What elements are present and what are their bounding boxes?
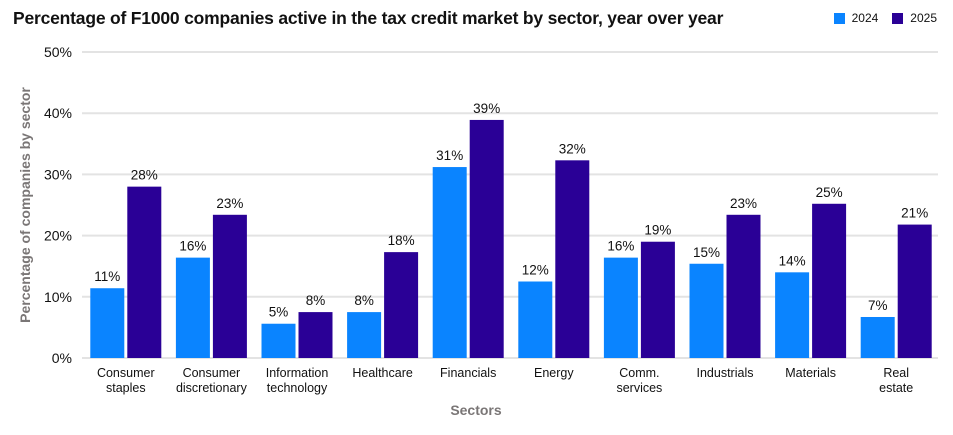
data-label-2025: 28%: [131, 168, 158, 183]
y-axis-ticks: 0% 10% 20% 30% 40% 50%: [44, 44, 72, 366]
data-label-2024: 31%: [436, 148, 463, 163]
legend-item-2025: 2025: [892, 11, 937, 25]
y-tick-label: 50%: [44, 44, 72, 60]
legend-item-2024: 2024: [833, 11, 879, 25]
x-category-label: Industrials: [697, 366, 754, 380]
bar-2024: [775, 272, 810, 358]
x-category-label-line: Information: [266, 366, 329, 380]
x-category-label: Consumer discretionary: [176, 366, 248, 395]
x-category-label-line: technology: [267, 381, 328, 395]
x-category-label-line: Energy: [534, 366, 574, 380]
data-label-2025: 39%: [473, 101, 500, 116]
legend-swatch-2024: [833, 12, 845, 24]
x-category-label: Healthcare: [352, 366, 412, 380]
data-label-2025: 23%: [216, 196, 243, 211]
x-axis-title: Sectors: [450, 402, 502, 418]
x-category-label-line: Consumer: [97, 366, 155, 380]
data-label-2024: 14%: [779, 253, 806, 268]
bar-2025: [897, 224, 932, 358]
data-label-2025: 25%: [816, 185, 843, 200]
x-category-label-line: Financials: [440, 366, 496, 380]
y-tick-label: 20%: [44, 228, 72, 244]
x-category-label: Information technology: [266, 366, 329, 395]
x-category-label-line: estate: [879, 381, 913, 395]
x-category-label-line: Industrials: [697, 366, 754, 380]
x-category-label: Real estate: [879, 366, 913, 395]
bar-2024: [603, 257, 638, 358]
legend-swatch-2025: [892, 12, 904, 24]
x-category-label-line: Comm.: [619, 366, 659, 380]
bar-2025: [469, 119, 504, 358]
bar-2025: [726, 214, 761, 358]
bar-2024: [518, 281, 553, 358]
x-category-label: Materials: [785, 366, 836, 380]
data-label-2025: 23%: [730, 196, 757, 211]
x-category-label-line: Consumer: [183, 366, 241, 380]
bar-2024: [860, 316, 895, 358]
y-tick-label: 40%: [44, 105, 72, 121]
data-label-2024: 16%: [607, 239, 634, 254]
bar-2024: [689, 263, 724, 358]
y-tick-label: 0%: [52, 350, 72, 366]
x-category-label: Consumer staples: [97, 366, 155, 395]
bar-2024: [175, 257, 210, 358]
legend-label-2025: 2025: [910, 11, 937, 25]
data-label-2025: 21%: [901, 206, 928, 221]
data-label-2024: 11%: [94, 269, 120, 284]
data-label-2024: 16%: [179, 239, 206, 254]
data-label-2024: 5%: [269, 305, 289, 320]
bar-2025: [127, 186, 162, 358]
data-label-2025: 8%: [306, 293, 326, 308]
x-category-label-line: staples: [106, 381, 146, 395]
data-label-2024: 8%: [354, 293, 374, 308]
bar-2024: [347, 312, 382, 358]
bar-2024: [90, 288, 125, 358]
y-axis-title: Percentage of companies by sector: [17, 87, 33, 323]
x-category-label-line: services: [616, 381, 662, 395]
x-category-label-line: Healthcare: [352, 366, 412, 380]
legend-label-2024: 2024: [851, 11, 879, 25]
x-category-label-line: discretionary: [176, 381, 248, 395]
data-labels: 11% 28% 16% 23% 5% 8% 8% 18% 31% 39% 12% 32% 16% 19% 1…: [94, 101, 928, 320]
chart-title: Percentage of F1000 companies active in …: [13, 8, 724, 28]
x-category-label-line: Real: [883, 366, 909, 380]
data-label-2024: 7%: [868, 298, 888, 313]
gridlines: [82, 51, 938, 359]
x-category-label: Comm. services: [616, 366, 662, 395]
bar-2025: [812, 203, 847, 358]
x-category-label: Energy: [534, 366, 574, 380]
data-label-2024: 15%: [693, 245, 720, 260]
data-label-2024: 12%: [522, 263, 549, 278]
bars: [90, 119, 932, 358]
bar-2025: [384, 252, 419, 358]
bar-2025: [555, 160, 590, 358]
data-label-2025: 32%: [559, 141, 586, 156]
bar-2025: [640, 241, 675, 358]
bar-2024: [432, 167, 467, 358]
bar-2025: [212, 214, 247, 358]
legend: 2024 2025: [833, 11, 937, 25]
x-category-label: Financials: [440, 366, 496, 380]
x-category-label-line: Materials: [785, 366, 836, 380]
bar-2025: [298, 312, 333, 358]
y-tick-label: 30%: [44, 166, 72, 182]
data-label-2025: 18%: [388, 233, 415, 248]
bar-2024: [261, 323, 296, 358]
data-label-2025: 19%: [644, 223, 671, 238]
y-tick-label: 10%: [44, 289, 72, 305]
